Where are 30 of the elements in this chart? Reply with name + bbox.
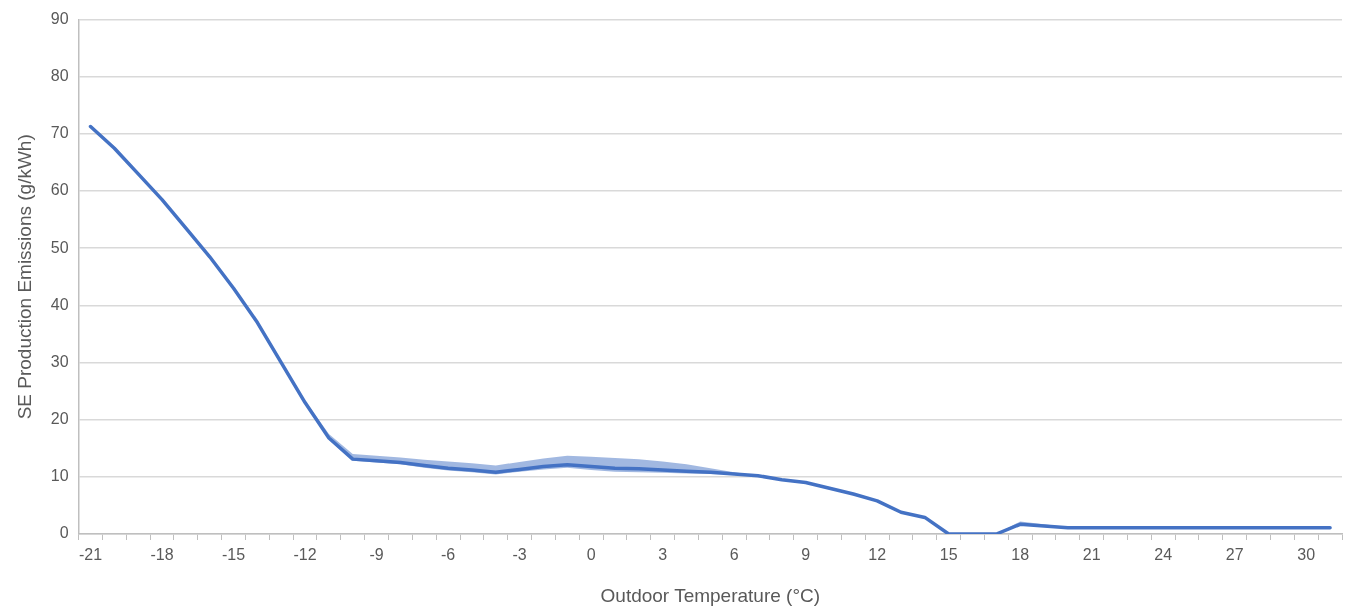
y-tick-label: 60 [50, 181, 69, 199]
y-tick-label: 30 [50, 352, 69, 370]
x-tick-label: 21 [1082, 546, 1101, 564]
y-tick-label: 10 [50, 467, 69, 485]
x-axis-title: Outdoor Temperature (°C) [600, 584, 821, 606]
y-tick-label: 70 [50, 124, 69, 142]
x-tick-label: 18 [1011, 546, 1030, 564]
x-tick-label: -15 [221, 546, 246, 564]
x-tick-label: 24 [1154, 546, 1173, 564]
y-tick-label: 80 [50, 67, 69, 85]
x-tick-label: 0 [586, 546, 596, 564]
x-tick-label: -18 [150, 546, 174, 564]
x-tick-label: -6 [440, 546, 456, 564]
y-tick-label: 20 [50, 410, 69, 428]
x-tick-label: -12 [293, 546, 317, 564]
y-tick-label: 50 [50, 238, 69, 256]
x-tick-label: 9 [801, 546, 811, 564]
x-tick-label: 15 [939, 546, 958, 564]
y-tick-label: 90 [50, 10, 69, 28]
x-tick-label: 3 [658, 546, 668, 564]
y-tick-label: 0 [59, 524, 69, 542]
x-tick-label: -9 [369, 546, 384, 564]
y-tick-label: 40 [50, 295, 69, 313]
x-tick-label: 30 [1297, 546, 1316, 564]
x-tick-label: 12 [868, 546, 887, 564]
x-tick-label: -21 [78, 546, 103, 564]
y-axis-title: SE Production Emissions (g/kWh) [13, 134, 35, 420]
x-tick-label: 6 [729, 546, 739, 564]
x-tick-label: 27 [1225, 546, 1244, 564]
x-tick-label: -3 [512, 546, 527, 564]
